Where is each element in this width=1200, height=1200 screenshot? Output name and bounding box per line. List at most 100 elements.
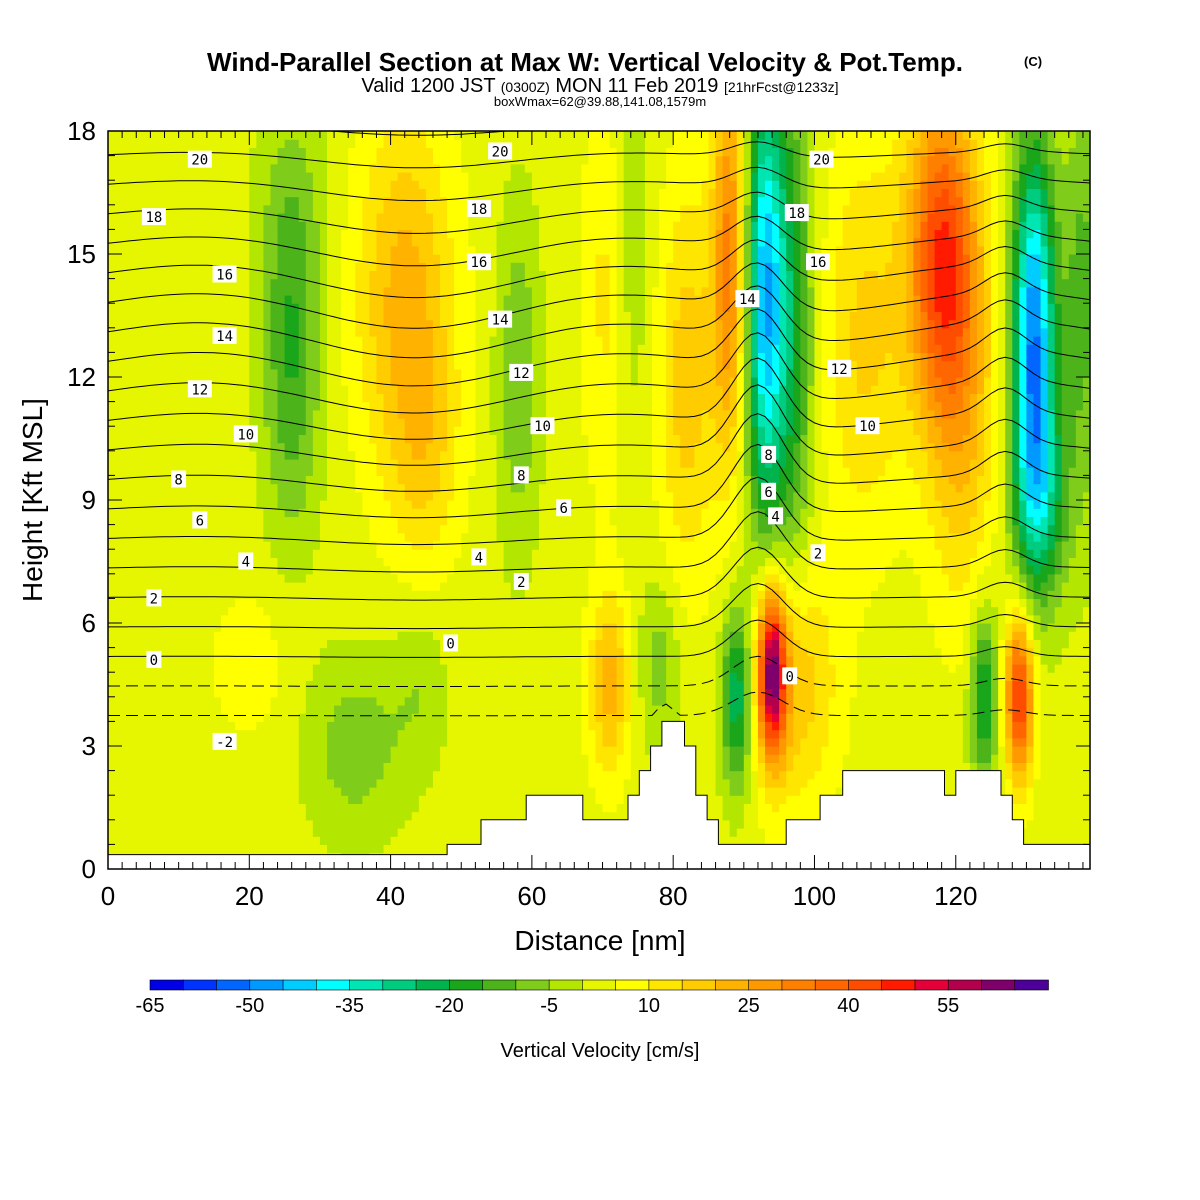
theta-label: 8 [764, 448, 772, 464]
colorbar-swatch [748, 979, 783, 991]
theta-label: 4 [242, 555, 250, 571]
colorbar-swatch [1014, 979, 1049, 991]
theta-contour-line [108, 308, 1090, 387]
colorbar-label: -65 [136, 995, 165, 1017]
theta-label: 2 [150, 591, 158, 607]
theta-contour-line [108, 262, 1090, 329]
velocity-field [108, 131, 1090, 869]
theta-label: 6 [196, 514, 204, 530]
theta-label-box [761, 445, 777, 463]
theta-contour-line [108, 619, 1090, 658]
colorbar-swatch [182, 979, 218, 991]
y-tick-label: 9 [82, 485, 96, 515]
theta-label-box [212, 327, 237, 344]
colorbar-swatch [947, 979, 983, 991]
theta-label-box [466, 199, 491, 217]
theta-label-box [146, 589, 162, 607]
theta-label-box [806, 253, 830, 271]
box-info: boxWmax=62@39.88,141.08,1579m [494, 94, 706, 109]
theta-label: 14 [216, 329, 233, 345]
x-axis-label: Distance [nm] [514, 925, 685, 956]
colorbar: -65 -50 -35 -20 -5 10 25 40 55 [136, 979, 1049, 1017]
theta-label-box [238, 552, 254, 570]
terrain-shape [107, 720, 1091, 870]
theta-label: 16 [810, 255, 827, 271]
y-tick-label: 0 [82, 854, 96, 884]
theta-label: 10 [859, 419, 876, 435]
colorbar-label: 10 [638, 995, 660, 1017]
x-tick-label: 80 [659, 881, 688, 911]
colorbar-label: -5 [540, 995, 558, 1017]
colorbar-swatch [914, 979, 950, 991]
colorbar-label: 40 [837, 995, 859, 1017]
theta-label-box [782, 667, 798, 685]
theta-label-box [187, 150, 212, 168]
colorbar-swatch [681, 979, 717, 991]
theta-contour-line [108, 332, 1090, 414]
theta-label-box [735, 290, 760, 308]
theta-contour-line [108, 33, 1090, 40]
x-tick-label: 120 [934, 881, 977, 911]
theta-label: 10 [237, 427, 254, 443]
theta-contour-line [108, 191, 1090, 234]
y-tick-label: 12 [67, 362, 96, 392]
theta-label-box [146, 650, 162, 668]
theta-label: 12 [831, 362, 848, 378]
theta-contour-line [108, 511, 1090, 573]
theta-label: 0 [446, 637, 454, 653]
theta-label-box [530, 417, 555, 435]
colorbar-swatch [382, 979, 417, 991]
terrain-mask [107, 720, 1091, 870]
theta-contour-line [108, 582, 1090, 630]
theta-label-box [513, 466, 529, 484]
theta-label-box [488, 142, 513, 160]
theta-label-box [466, 253, 491, 271]
theta-label-box [827, 359, 852, 377]
colorbar-label: -50 [235, 995, 264, 1017]
chart-title: Wind-Parallel Section at Max W: Vertical… [207, 47, 963, 77]
theta-label: 12 [513, 366, 530, 382]
y-axis-label: Height [Kft MSL] [17, 398, 48, 602]
theta-label-box [809, 150, 834, 168]
theta-label-box [471, 548, 487, 566]
colorbar-swatch [648, 979, 683, 991]
y-tick-label: 6 [82, 608, 96, 638]
theta-label: 4 [475, 550, 483, 566]
colorbar-swatch [149, 979, 185, 991]
x-tick-label: 0 [101, 881, 115, 911]
theta-contour-line [108, 166, 1090, 202]
theta-contour-line [108, 141, 1090, 169]
theta-label-box [187, 380, 212, 398]
theta-contour-line [108, 691, 1090, 717]
colorbar-label: -20 [435, 995, 464, 1017]
colorbar-label: 55 [937, 995, 959, 1017]
theta-label: -2 [216, 735, 233, 751]
theta-label-box [488, 310, 513, 328]
theta-contour-line [108, 476, 1090, 546]
theta-contour-line [108, 384, 1090, 466]
colorbar-swatch [582, 979, 617, 991]
valid-time-line: Valid 1200 JST (0300Z) MON 11 Feb 2019 [… [361, 75, 838, 97]
colorbar-swatch [282, 979, 318, 991]
chart-title-mark: (C) [1024, 54, 1042, 69]
theta-label: 2 [814, 546, 822, 562]
theta-label: 18 [145, 210, 162, 226]
theta-label-box [212, 732, 237, 750]
theta-label-box [556, 499, 572, 517]
theta-label-box [212, 265, 237, 283]
x-tick-label: 20 [235, 881, 264, 911]
theta-label: 20 [191, 153, 208, 169]
colorbar-title: Vertical Velocity [cm/s] [501, 1040, 700, 1062]
theta-label-box [761, 482, 777, 500]
theta-label: 20 [813, 153, 830, 169]
theta-label: 20 [492, 145, 509, 161]
theta-label-box [443, 634, 459, 652]
theta-label: 18 [470, 202, 487, 218]
theta-label: 0 [785, 669, 793, 685]
valid-date: MON 11 Feb 2019 [555, 75, 718, 97]
theta-label: 0 [150, 653, 158, 669]
theta-label-box [768, 507, 784, 525]
colorbar-swatch [981, 979, 1016, 991]
theta-contour-line [108, 443, 1090, 519]
